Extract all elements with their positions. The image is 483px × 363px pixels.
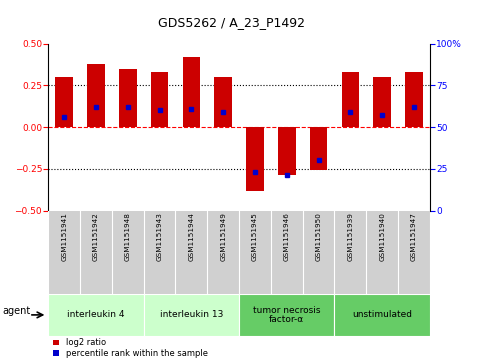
Bar [239, 294, 334, 336]
Text: GSM1151944: GSM1151944 [188, 212, 194, 261]
Bar [214, 77, 232, 127]
Text: interleukin 13: interleukin 13 [160, 310, 223, 319]
Bar [373, 77, 391, 127]
Bar [56, 77, 73, 127]
Text: GSM1151946: GSM1151946 [284, 212, 290, 261]
Text: GSM1151947: GSM1151947 [411, 212, 417, 261]
Bar [87, 64, 105, 127]
Text: interleukin 4: interleukin 4 [67, 310, 125, 319]
Text: GSM1151948: GSM1151948 [125, 212, 131, 261]
Text: GSM1151942: GSM1151942 [93, 212, 99, 261]
Text: GSM1151941: GSM1151941 [61, 212, 67, 261]
Bar [246, 127, 264, 191]
Bar [144, 294, 239, 336]
Bar [278, 127, 296, 175]
Bar [310, 127, 327, 171]
Text: unstimulated: unstimulated [352, 310, 412, 319]
Text: tumor necrosis
factor-α: tumor necrosis factor-α [253, 306, 321, 324]
Text: GSM1151939: GSM1151939 [347, 212, 354, 261]
Text: GSM1151943: GSM1151943 [156, 212, 163, 261]
Text: GSM1151950: GSM1151950 [315, 212, 322, 261]
Bar [151, 72, 169, 127]
Bar [335, 294, 430, 336]
Legend: log2 ratio, percentile rank within the sample: log2 ratio, percentile rank within the s… [53, 338, 209, 359]
Bar [119, 69, 137, 127]
Text: GSM1151940: GSM1151940 [379, 212, 385, 261]
Bar [48, 294, 144, 336]
Text: agent: agent [2, 306, 30, 316]
Bar [341, 72, 359, 127]
Text: GSM1151945: GSM1151945 [252, 212, 258, 261]
Bar [405, 72, 423, 127]
Text: GSM1151949: GSM1151949 [220, 212, 226, 261]
Bar [183, 57, 200, 127]
Text: GDS5262 / A_23_P1492: GDS5262 / A_23_P1492 [158, 16, 305, 29]
